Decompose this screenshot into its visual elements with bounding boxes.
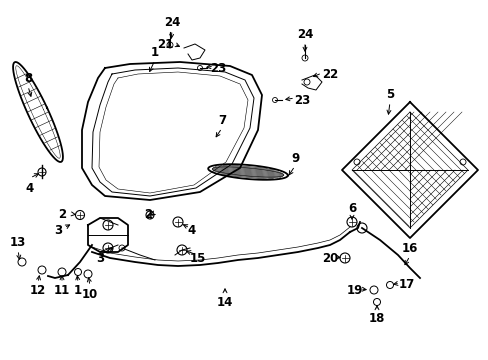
Circle shape <box>84 270 92 278</box>
Text: 4: 4 <box>26 181 34 194</box>
Text: 6: 6 <box>347 202 355 215</box>
Circle shape <box>18 258 26 266</box>
Text: 22: 22 <box>321 68 337 81</box>
Circle shape <box>353 159 359 165</box>
Text: 13: 13 <box>10 237 26 249</box>
Text: 18: 18 <box>368 311 385 324</box>
Text: 3: 3 <box>96 252 104 265</box>
Text: 9: 9 <box>290 152 299 165</box>
Circle shape <box>304 79 309 85</box>
Text: 20: 20 <box>321 252 337 265</box>
Text: 16: 16 <box>401 242 417 255</box>
Text: 14: 14 <box>216 296 233 309</box>
Circle shape <box>369 286 377 294</box>
Circle shape <box>38 168 46 176</box>
Circle shape <box>167 42 173 48</box>
Circle shape <box>302 55 307 61</box>
Text: 2: 2 <box>58 208 66 221</box>
Text: 7: 7 <box>218 113 225 126</box>
Text: 1: 1 <box>151 45 159 58</box>
Text: 4: 4 <box>187 224 196 237</box>
Circle shape <box>58 268 66 276</box>
Circle shape <box>197 66 202 71</box>
Circle shape <box>373 298 380 306</box>
Text: 3: 3 <box>54 224 62 237</box>
Circle shape <box>173 217 183 227</box>
Text: 8: 8 <box>24 72 32 85</box>
Circle shape <box>386 282 393 288</box>
Circle shape <box>119 245 125 251</box>
Text: 24: 24 <box>296 28 312 41</box>
Circle shape <box>74 269 81 275</box>
Circle shape <box>38 266 46 274</box>
Text: 11: 11 <box>54 284 70 297</box>
Circle shape <box>339 253 349 263</box>
Text: 24: 24 <box>163 15 180 28</box>
Text: 2: 2 <box>143 208 152 221</box>
Circle shape <box>103 220 113 230</box>
Text: 10: 10 <box>81 288 98 302</box>
Circle shape <box>346 217 356 227</box>
Text: 17: 17 <box>398 279 414 292</box>
Circle shape <box>356 223 366 233</box>
Text: 21: 21 <box>157 39 173 51</box>
Circle shape <box>272 98 277 103</box>
Circle shape <box>103 243 113 253</box>
Text: 23: 23 <box>209 62 225 75</box>
Text: 5: 5 <box>385 89 393 102</box>
Text: 15: 15 <box>189 252 206 265</box>
Text: 1: 1 <box>74 284 82 297</box>
Text: 19: 19 <box>346 284 363 297</box>
Circle shape <box>177 245 186 255</box>
Circle shape <box>459 159 465 165</box>
Text: 23: 23 <box>293 94 309 107</box>
Circle shape <box>146 211 154 219</box>
Circle shape <box>75 211 84 220</box>
Text: 12: 12 <box>30 284 46 297</box>
